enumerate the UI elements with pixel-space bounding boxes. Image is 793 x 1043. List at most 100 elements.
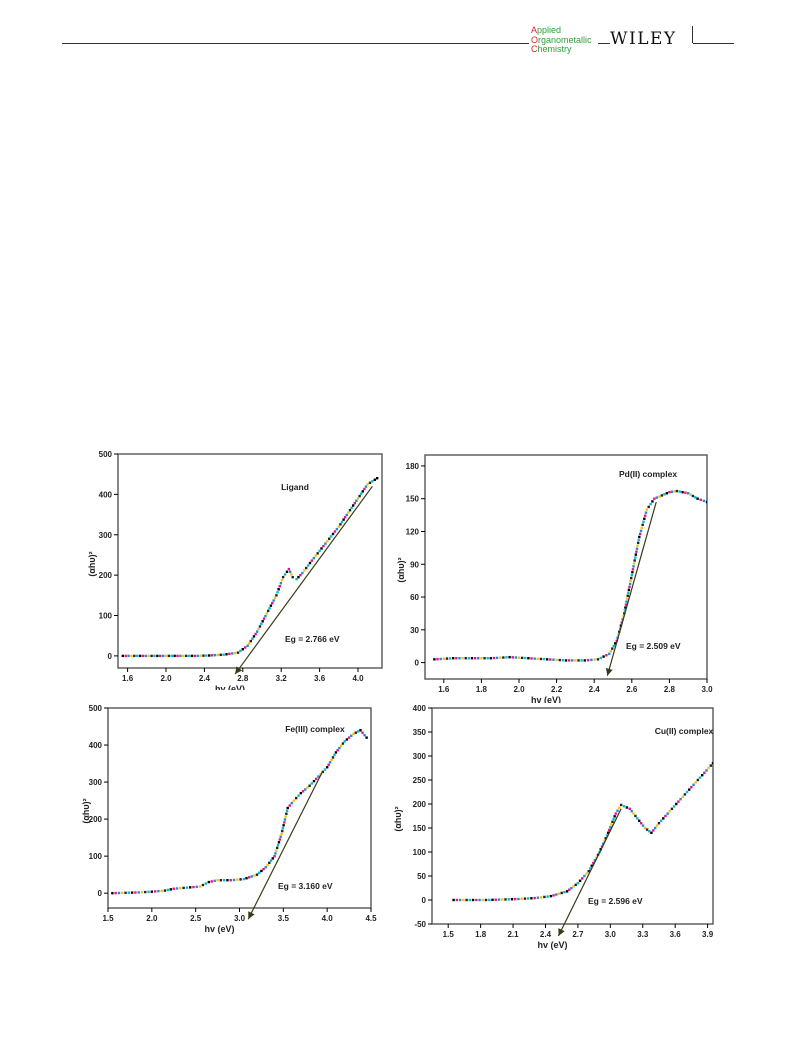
data-point: [692, 783, 695, 786]
y-tick-label: 30: [410, 626, 419, 635]
data-point: [306, 786, 309, 789]
data-point: [523, 897, 527, 900]
y-tick-label: 0: [415, 659, 420, 668]
data-point: [665, 492, 669, 495]
band-gap-annotation: Eg = 2.509 eV: [626, 641, 681, 651]
data-point: [632, 565, 635, 568]
data-point: [150, 654, 153, 658]
data-point: [497, 898, 501, 901]
data-point: [590, 864, 593, 867]
data-point: [159, 654, 162, 658]
data-point: [226, 879, 229, 882]
data-point: [365, 736, 368, 739]
data-point: [285, 809, 289, 813]
data-point: [133, 654, 136, 658]
data-point: [511, 656, 514, 659]
data-point: [641, 523, 644, 527]
data-point: [257, 627, 260, 631]
data-point: [653, 826, 657, 830]
data-point: [253, 874, 256, 877]
data-point: [160, 889, 163, 893]
data-point: [273, 596, 277, 600]
data-point: [657, 822, 661, 825]
data-point: [455, 898, 459, 902]
data-point: [655, 496, 659, 499]
data-point: [536, 657, 539, 660]
data-point: [196, 654, 199, 658]
data-point: [694, 781, 697, 784]
data-point: [593, 658, 596, 661]
data-point: [502, 656, 505, 659]
data-point: [705, 500, 707, 504]
data-point: [524, 656, 527, 660]
data-point: [175, 887, 179, 890]
y-tick-label: 150: [413, 824, 427, 833]
data-point: [638, 535, 641, 539]
data-point: [630, 810, 633, 813]
x-tick-label: 2.8: [664, 685, 676, 694]
data-point: [167, 654, 171, 658]
data-point: [558, 658, 561, 662]
data-point: [608, 828, 611, 832]
data-point: [507, 898, 510, 901]
y-tick-label: 100: [413, 848, 427, 857]
data-point: [266, 863, 269, 867]
data-point: [702, 499, 706, 503]
data-point: [609, 826, 612, 829]
data-point: [696, 778, 700, 782]
data-point: [163, 889, 167, 892]
data-point: [117, 891, 121, 895]
data-point: [199, 654, 202, 657]
data-point: [137, 891, 140, 894]
y-tick-label: 400: [89, 741, 103, 750]
data-point: [605, 834, 609, 837]
data-point: [670, 490, 674, 493]
data-point: [266, 609, 270, 613]
data-point: [249, 639, 252, 643]
data-point: [210, 880, 213, 883]
data-point: [339, 523, 342, 526]
logo-text: rganometallic: [538, 34, 592, 45]
data-point: [262, 867, 265, 871]
data-point: [366, 483, 369, 486]
data-series: [433, 489, 707, 662]
data-point: [246, 644, 249, 647]
data-point: [625, 597, 629, 600]
data-point: [262, 617, 266, 620]
data-point: [352, 504, 355, 507]
x-tick-label: 2.0: [160, 674, 172, 683]
data-point: [373, 478, 376, 481]
data-point: [114, 891, 117, 895]
data-point: [473, 657, 477, 660]
data-point: [269, 859, 273, 862]
y-tick-label: -50: [414, 920, 426, 929]
data-point: [673, 490, 676, 493]
data-point: [514, 897, 517, 901]
data-point: [605, 654, 608, 657]
x-tick-label: 3.2: [276, 674, 288, 683]
data-point: [185, 886, 189, 889]
data-point: [176, 654, 179, 658]
data-point: [568, 888, 571, 891]
data-point: [294, 796, 298, 800]
band-gap-annotation: Eg = 2.766 eV: [285, 634, 340, 644]
data-point: [258, 871, 261, 875]
data-point: [231, 652, 234, 655]
data-point: [312, 556, 316, 560]
band-gap-annotation: Eg = 3.160 eV: [278, 881, 333, 891]
data-point: [336, 749, 339, 752]
data-point: [260, 622, 263, 626]
chart-title: Fe(III) complex: [285, 724, 345, 734]
chart-title: Cu(II) complex: [655, 726, 714, 736]
data-point: [242, 877, 246, 881]
data-point: [156, 654, 159, 658]
data-point: [208, 654, 211, 657]
data-point: [445, 657, 449, 660]
x-tick-label: 3.0: [234, 914, 246, 923]
y-tick-label: 500: [89, 704, 103, 713]
y-tick-label: 200: [99, 571, 113, 580]
data-point: [608, 652, 611, 656]
data-point: [283, 818, 287, 821]
data-point: [254, 632, 257, 636]
data-point: [602, 842, 605, 845]
